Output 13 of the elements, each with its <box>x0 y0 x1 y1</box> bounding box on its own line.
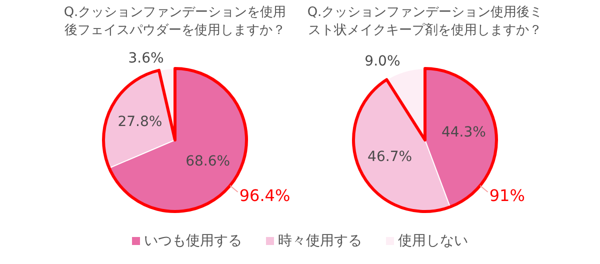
data-label: 46.7% <box>368 149 412 166</box>
text: 96.4% <box>239 186 290 206</box>
data-label: 3.6% <box>128 50 164 67</box>
legend-label: いつも使用する <box>143 233 242 249</box>
data-label: 44.3% <box>441 124 486 141</box>
chart-title: Q.クッションファンデーションを使用後フェイスパウダーを使用しますか？ <box>64 5 286 38</box>
chart-title: Q.クッションファンデーション使用後ミスト状メイクキープ剤を使用しますか？ <box>306 4 544 40</box>
data-label: 68.6% <box>186 153 230 170</box>
text: 91% <box>489 186 525 206</box>
data-label: 9.0% <box>364 53 400 70</box>
legend-label: 使用しない <box>397 233 468 249</box>
legend-label: 時々使用する <box>277 233 362 249</box>
data-label: 27.8% <box>118 114 162 130</box>
